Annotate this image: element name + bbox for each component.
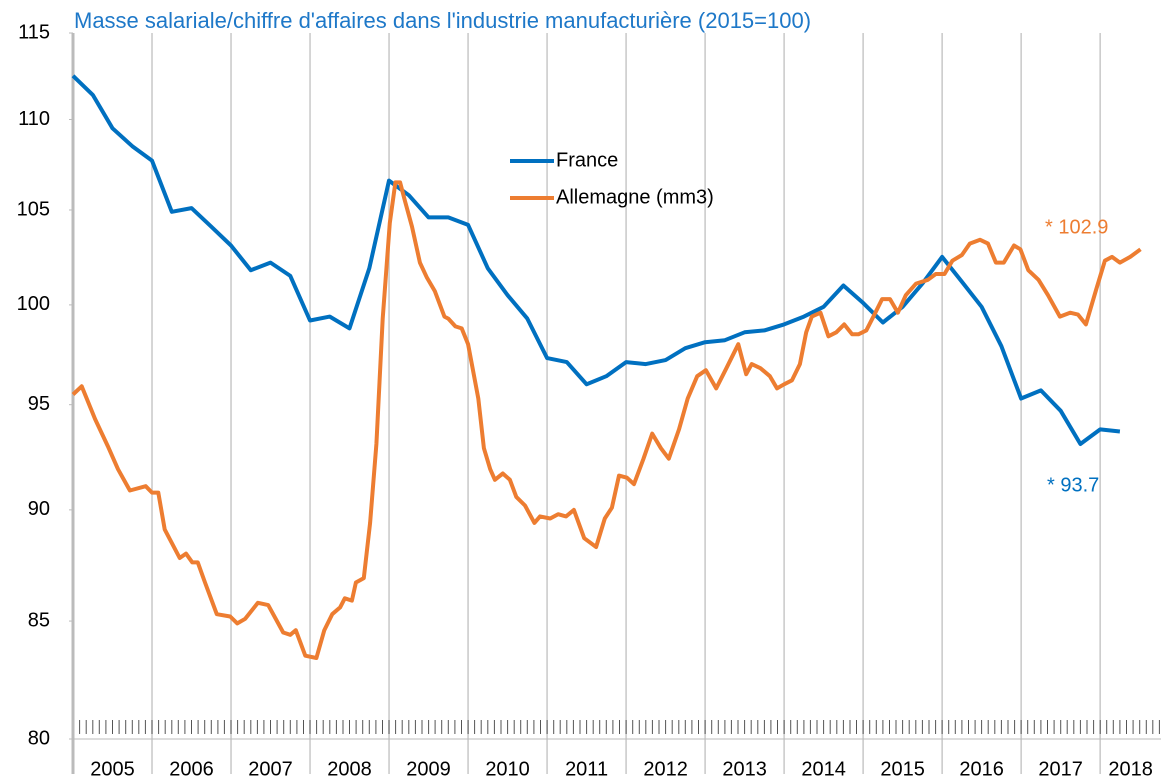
x-tick-label: 2007 (248, 758, 293, 780)
legend-label: France (556, 149, 618, 171)
x-tick-label: 2010 (485, 758, 530, 780)
legend-label: Allemagne (mm3) (556, 186, 714, 208)
x-tick-label: 2015 (880, 758, 925, 780)
y-tick-label: 90 (28, 498, 50, 520)
y-tick-label: 85 (28, 609, 50, 631)
series-line (71, 180, 1142, 660)
x-tick-label: 2008 (327, 758, 372, 780)
y-tick-label: 100 (17, 293, 50, 315)
x-tick-label: 2006 (169, 758, 214, 780)
x-tick-label: 2009 (406, 758, 451, 780)
annotation: * 93.7 (1047, 474, 1099, 496)
x-tick-label: 2005 (90, 758, 135, 780)
y-tick-label: 110 (18, 108, 50, 130)
y-tick-label: 105 (17, 198, 50, 220)
y-tick-label: 115 (18, 21, 50, 43)
x-tick-label: 2011 (565, 758, 608, 780)
series-line (71, 74, 1121, 446)
x-tick-label: 2014 (801, 758, 846, 780)
x-tick-label: 2018 (1108, 758, 1153, 780)
y-tick-label: 95 (28, 393, 50, 415)
x-tick-label: 2016 (959, 758, 1004, 780)
x-tick-label: 2013 (722, 758, 767, 780)
x-tick-label: 2017 (1038, 758, 1083, 780)
chart-title: Masse salariale/chiffre d'affaires dans … (74, 8, 811, 33)
annotation: * 102.9 (1045, 216, 1108, 238)
y-tick-label: 80 (28, 727, 50, 749)
minor-ticks (79, 720, 1160, 734)
x-tick-label: 2012 (643, 758, 688, 780)
